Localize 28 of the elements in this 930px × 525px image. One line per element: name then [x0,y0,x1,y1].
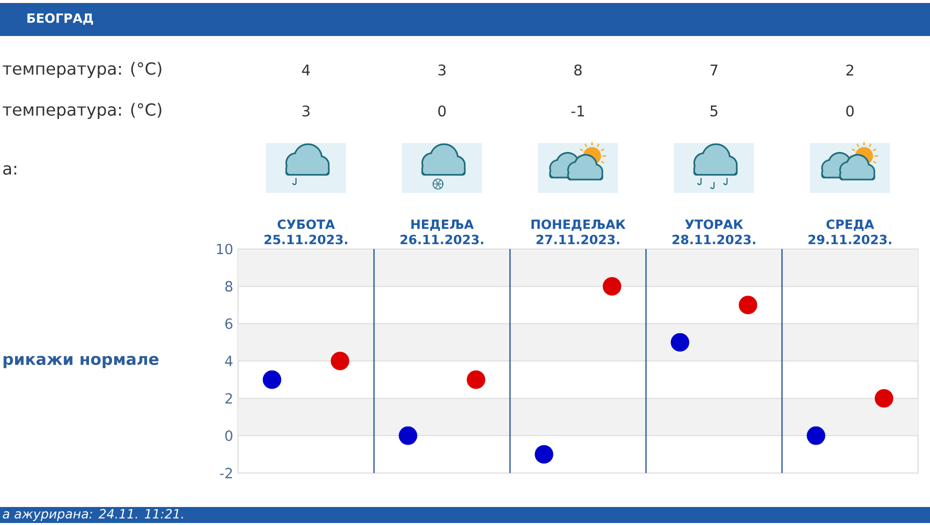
x-tick-label: СРЕДА 29.11.2023. [808,220,892,244]
data-label: 0 [438,105,446,117]
y-tick-label: 8 [225,281,232,292]
data-label: 0 [846,105,854,117]
data-label: 3 [438,64,446,76]
x-tick-label: НЕДЕЉА 26.11.2023. [400,220,484,244]
text: рикажи нормале [4,356,158,368]
data-label: 3 [302,105,310,117]
text: температура: (°C) [2,102,162,120]
text: БЕОГРАД [27,13,93,25]
data-label: 5 [710,106,718,116]
y-tick-label: 10 [217,244,232,254]
data-label: 8 [574,64,582,76]
x-tick-label: УТОРАК 28.11.2023. [672,220,756,244]
data-label: 7 [710,64,718,76]
text: температура: (°C) [2,62,162,78]
x-tick-label: ПОНЕДЕЉАК 27.11.2023. [532,220,626,244]
y-tick-label: 0 [225,430,232,441]
y-tick-label: -2 [220,468,232,478]
data-label: 2 [846,64,854,76]
data-label: 4 [302,64,310,76]
y-tick-label: 2 [225,393,232,404]
text: а ажурирана: 24.11. 11:21. [2,508,183,522]
x-tick-label: СУБОТА 25.11.2023. [264,220,348,244]
text: а: [3,165,16,175]
y-tick-label: 6 [225,318,232,329]
y-tick-label: 4 [225,356,232,366]
data-label: -1 [571,106,584,116]
